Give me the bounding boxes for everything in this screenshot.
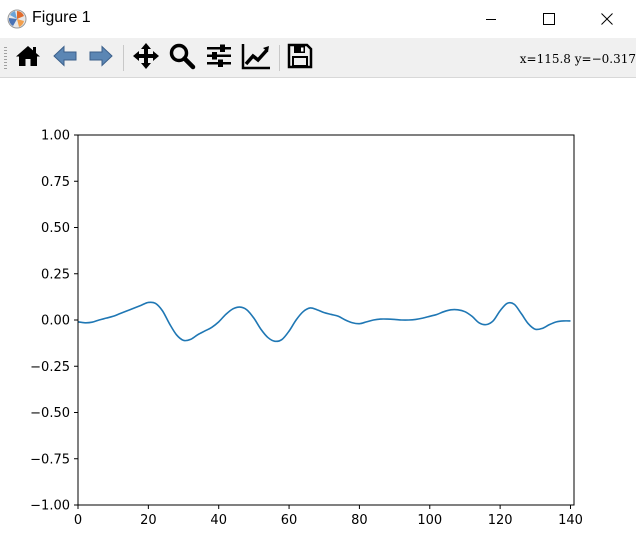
close-icon xyxy=(601,10,613,29)
edit-axis-button[interactable] xyxy=(240,43,272,73)
x-axis: 0 20 40 60 80 100 120 140 xyxy=(74,505,583,528)
maximize-icon xyxy=(543,10,555,29)
y-tick-label: −0.25 xyxy=(30,360,70,375)
pan-move-icon xyxy=(132,42,160,74)
close-button[interactable] xyxy=(578,0,636,38)
y-tick-label: 0.00 xyxy=(41,314,70,329)
y-axis: −1.00 −0.75 −0.50 −0.25 0.00 0.25 0.50 0.75 1.00 xyxy=(30,129,78,514)
configure-subplots-button[interactable] xyxy=(203,43,235,73)
zoom-magnifier-icon xyxy=(168,42,196,74)
x-tick-label: 20 xyxy=(140,513,157,528)
x-tick-label: 80 xyxy=(351,513,368,528)
x-tick-label: 40 xyxy=(210,513,227,528)
toolbar-separator xyxy=(279,45,280,71)
zoom-button[interactable] xyxy=(166,43,198,73)
edit-axis-icon xyxy=(241,42,271,74)
data-series-line xyxy=(77,301,571,343)
save-disk-icon xyxy=(287,43,313,73)
toolbar-separator xyxy=(123,45,124,71)
configure-subplots-icon xyxy=(205,42,233,74)
y-tick-label: 1.00 xyxy=(41,129,70,144)
forward-button[interactable] xyxy=(85,43,117,73)
y-tick-label: −0.75 xyxy=(30,452,70,467)
x-tick-label: 100 xyxy=(417,513,442,528)
y-tick-label: 0.25 xyxy=(41,267,70,282)
x-tick-label: 0 xyxy=(74,513,82,528)
figure-canvas[interactable]: −1.00 −0.75 −0.50 −0.25 0.00 0.25 0.50 0.75 1.00… xyxy=(0,78,636,552)
window-titlebar: Figure 1 xyxy=(0,0,636,39)
matplotlib-logo-icon xyxy=(7,9,27,29)
back-button[interactable] xyxy=(49,43,81,73)
minimize-icon xyxy=(485,10,497,29)
home-button[interactable] xyxy=(12,43,44,73)
forward-arrow-icon xyxy=(88,43,114,73)
maximize-button[interactable] xyxy=(520,0,578,38)
y-tick-label: −1.00 xyxy=(30,499,70,514)
y-tick-label: 0.50 xyxy=(41,221,70,236)
cursor-coordinates: x=115.8 y=−0.317 xyxy=(519,52,636,66)
toolbar-grip[interactable] xyxy=(4,47,7,71)
window-title: Figure 1 xyxy=(32,9,91,26)
x-tick-label: 60 xyxy=(281,513,298,528)
pan-button[interactable] xyxy=(130,43,162,73)
home-icon xyxy=(15,43,41,73)
navigation-toolbar xyxy=(0,39,636,78)
back-arrow-icon xyxy=(52,43,78,73)
y-tick-label: 0.75 xyxy=(41,175,70,190)
y-tick-label: −0.50 xyxy=(30,406,70,421)
x-tick-label: 140 xyxy=(558,513,583,528)
save-button[interactable] xyxy=(284,43,316,73)
x-tick-label: 120 xyxy=(488,513,513,528)
minimize-button[interactable] xyxy=(462,0,520,38)
axes-frame xyxy=(77,134,575,506)
